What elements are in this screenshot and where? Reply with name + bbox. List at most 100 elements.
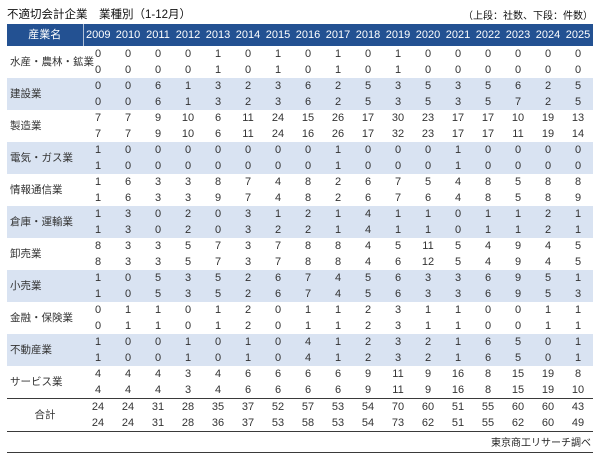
cases-value-cell: 3 xyxy=(154,256,162,268)
cases-value-cell: 2 xyxy=(244,320,252,332)
cases-value-cell: 8 xyxy=(334,256,342,268)
cases-value-cell: 0 xyxy=(503,158,533,174)
cases-value-cell: 1 xyxy=(563,350,593,366)
companies-value-cell: 0 xyxy=(143,142,173,158)
cases-value-cell: 6 xyxy=(274,384,282,396)
companies-value-cell: 3 xyxy=(124,240,132,252)
cases-value-cell: 6 xyxy=(383,286,413,302)
cases-value-cell: 1 xyxy=(334,320,342,332)
companies-value-cell: 0 xyxy=(454,48,462,60)
cases-value-cell: 2 xyxy=(323,94,353,110)
companies-value-cell: 8 xyxy=(94,240,102,252)
cases-value-cell: 3 xyxy=(113,222,143,238)
companies-value-cell: 19 xyxy=(541,112,555,124)
cases-value-cell: 0 xyxy=(244,64,252,76)
cases-value-cell: 3 xyxy=(443,94,473,110)
cases-value-cell: 3 xyxy=(233,222,263,238)
industry-table: 産業名 2009 2010 2011 2012 2013 2014 2015 2016 2017 2… xyxy=(7,24,593,432)
companies-value-cell: 2 xyxy=(173,206,203,222)
cases-value-cell: 2 xyxy=(233,286,263,302)
companies-value-cell: 2 xyxy=(244,304,252,316)
cases-value-cell: 0 xyxy=(533,158,563,174)
companies-value-cell: 43 xyxy=(563,398,593,415)
year-header-cell: 2021 xyxy=(443,24,473,46)
companies-value-cell: 3 xyxy=(443,78,473,94)
cases-value-cell: 60 xyxy=(541,417,555,429)
companies-row: サービス業 4 4 4 3 4 6 6 6 6 9 11 9 16 8 15 19 8 xyxy=(7,366,593,388)
companies-value-cell: 0 xyxy=(83,78,113,94)
companies-row: 不動産業 1 0 0 1 0 1 0 4 1 2 3 2 1 6 5 0 1 xyxy=(7,334,593,366)
companies-value-cell: 5 xyxy=(353,270,383,286)
companies-value-cell: 3 xyxy=(413,270,443,286)
cases-value-cell: 0 xyxy=(233,158,263,174)
companies-value-cell: 3 xyxy=(154,240,162,252)
cases-value-cell: 9 xyxy=(514,256,522,268)
cases-value-cell: 1 xyxy=(413,222,443,238)
cases-value-cell: 9 xyxy=(574,192,582,204)
cases-value-cell: 0 xyxy=(424,64,432,76)
cases-value-cell: 3 xyxy=(244,256,252,268)
cases-value-cell: 8 xyxy=(484,192,492,204)
companies-value-cell: 0 xyxy=(514,304,522,316)
cases-value-cell: 0 xyxy=(353,158,383,174)
companies-value-cell: 60 xyxy=(533,398,563,415)
table-head: 産業名 2009 2010 2011 2012 2013 2014 2015 2016 2017 2… xyxy=(7,24,593,46)
cases-value-cell: 7 xyxy=(274,256,282,268)
cases-value-cell: 24 xyxy=(271,128,285,140)
cases-value-cell: 3 xyxy=(383,94,413,110)
companies-value-cell: 2 xyxy=(233,78,263,94)
cases-value-cell: 0 xyxy=(94,64,102,76)
cases-value-cell: 4 xyxy=(364,256,372,268)
cases-value-cell: 1 xyxy=(173,94,203,110)
year-header-cell: 2012 xyxy=(173,24,203,46)
companies-value-cell: 0 xyxy=(233,142,263,158)
cases-value-cell: 3 xyxy=(173,286,203,302)
industry-label-cell: 水産・農林・鉱業 xyxy=(10,56,94,68)
companies-value-cell: 5 xyxy=(574,240,582,252)
cases-value-cell: 4 xyxy=(274,192,282,204)
companies-value-cell: 0 xyxy=(113,334,143,350)
companies-value-cell: 0 xyxy=(244,48,252,60)
cases-value-cell: 1 xyxy=(274,64,282,76)
cases-value-cell: 1 xyxy=(83,350,113,366)
companies-value-cell: 6 xyxy=(364,176,372,188)
legend-note: （上段：社数、下段：件数） xyxy=(463,11,593,22)
companies-value-cell: 3 xyxy=(394,304,402,316)
cases-value-cell: 0 xyxy=(473,158,503,174)
cases-value-cell: 9 xyxy=(503,286,533,302)
companies-value-cell: 35 xyxy=(203,398,233,415)
cases-value-cell: 2 xyxy=(334,192,342,204)
companies-value-cell: 1 xyxy=(443,142,473,158)
companies-value-cell: 6 xyxy=(124,176,132,188)
cases-value-cell: 1 xyxy=(383,222,413,238)
cases-value-cell: 3 xyxy=(184,192,192,204)
companies-value-cell: 0 xyxy=(143,206,173,222)
companies-value-cell: 5 xyxy=(503,334,533,350)
companies-value-cell: 4 xyxy=(154,368,162,380)
companies-value-cell: 2 xyxy=(293,206,323,222)
companies-value-cell: 0 xyxy=(443,206,473,222)
companies-value-cell: 30 xyxy=(391,112,405,124)
companies-value-cell: 6 xyxy=(143,78,173,94)
cases-value-cell: 0 xyxy=(533,350,563,366)
cases-value-cell: 15 xyxy=(511,384,525,396)
cases-value-cell: 7 xyxy=(503,94,533,110)
year-header-cell: 2013 xyxy=(203,24,233,46)
industry-label-cell: 情報通信業 xyxy=(10,184,63,196)
companies-value-cell: 0 xyxy=(94,304,102,316)
companies-value-cell: 1 xyxy=(394,48,402,60)
cases-value-cell: 6 xyxy=(293,94,323,110)
companies-value-cell: 7 xyxy=(293,270,323,286)
year-header-cell: 2009 xyxy=(83,24,113,46)
cases-value-cell: 9 xyxy=(364,384,372,396)
companies-value-cell: 3 xyxy=(173,270,203,286)
cases-value-cell: 51 xyxy=(451,417,465,429)
companies-value-cell: 0 xyxy=(94,48,102,60)
companies-value-cell: 0 xyxy=(304,48,312,60)
companies-value-cell: 5 xyxy=(424,176,432,188)
companies-value-cell: 0 xyxy=(113,78,143,94)
companies-value-cell: 53 xyxy=(323,398,353,415)
cases-value-cell: 4 xyxy=(293,350,323,366)
cases-value-cell: 1 xyxy=(473,222,503,238)
